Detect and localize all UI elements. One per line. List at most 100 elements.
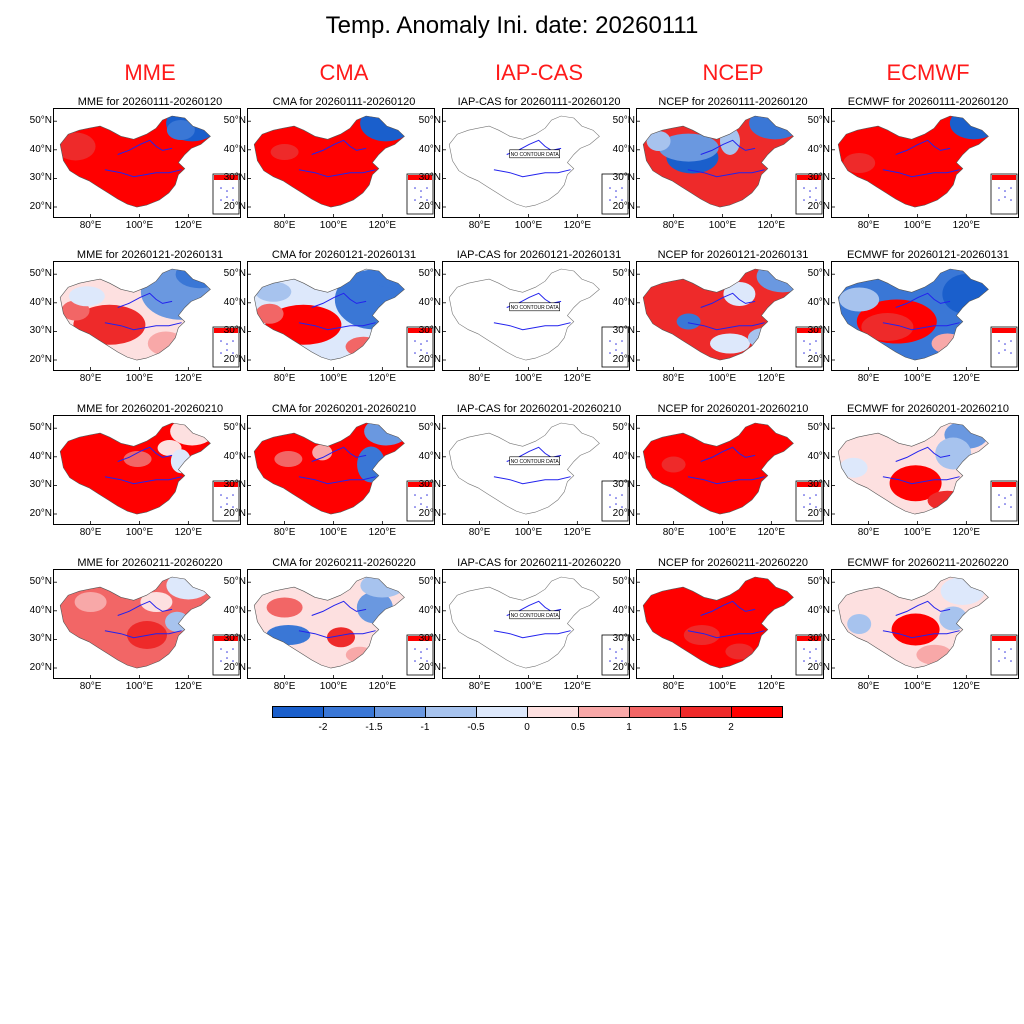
river-yangtze (687, 169, 765, 178)
lon-label: 100°E (125, 527, 154, 538)
lat-label: 30°N (612, 325, 635, 337)
inset-island (232, 660, 234, 662)
river-yellow (117, 600, 173, 616)
lon-label: 100°E (319, 373, 348, 384)
map-panel: IAP-CAS for 20260111-20260120 NO CONTOUR … (419, 96, 636, 236)
inset-island (226, 497, 228, 499)
inset-anomaly (992, 328, 1016, 333)
river-yangtze (882, 630, 960, 639)
country-outline (448, 422, 600, 515)
inset-island (998, 648, 1000, 650)
inset-anomaly (214, 175, 238, 180)
inset-island (809, 497, 811, 499)
anomaly-region (73, 304, 146, 345)
map-panel: ECMWF for 20260111-20260120 50°N 40°N 30°N 2… (808, 96, 1024, 236)
map-frame (636, 415, 824, 525)
map-frame: NO CONTOUR DATA (442, 108, 630, 218)
inset-island (232, 352, 234, 354)
lat-label: 50°N (29, 115, 52, 127)
inset-island (414, 506, 416, 508)
inset-island (414, 494, 416, 496)
inset-anomaly (214, 328, 238, 333)
inset-island (1010, 187, 1012, 189)
lat-label: 30°N (29, 633, 52, 645)
colorbar (272, 706, 783, 720)
colorbar-swatch (680, 706, 732, 718)
inset-island (1004, 343, 1006, 345)
map-border (442, 261, 630, 371)
inset-island (420, 190, 422, 192)
south-china-sea-inset (795, 480, 823, 522)
inset-island (414, 648, 416, 650)
country-outline (253, 422, 405, 515)
lon-label: 120°E (757, 527, 786, 538)
map-panel: CMA for 20260111-20260120 50°N 40°N 30°N 20°… (224, 96, 441, 236)
inset-island (1010, 199, 1012, 201)
lat-label: 50°N (223, 422, 246, 434)
no-data-box (509, 456, 560, 466)
river-yangtze (882, 322, 960, 331)
lon-label: 80°E (273, 373, 296, 384)
south-china-sea-inset (990, 173, 1018, 215)
inset-island (220, 648, 222, 650)
inset-island (220, 187, 222, 189)
colorbar-label: 0 (524, 722, 530, 733)
map-frame (831, 415, 1019, 525)
lat-label: 30°N (418, 172, 441, 184)
south-china-sea-inset (990, 634, 1018, 676)
country-outline (59, 268, 211, 361)
river-yellow (311, 446, 367, 462)
inset-island (803, 506, 805, 508)
lat-label: 20°N (29, 508, 52, 519)
lon-label: 80°E (857, 681, 880, 692)
anomaly-region (661, 456, 686, 473)
inset-island (609, 352, 611, 354)
inset-island (621, 199, 623, 201)
lon-label: 100°E (708, 527, 737, 538)
map-panel: NCEP for 20260121-20260131 50°N 40°N 30°N 20… (613, 249, 830, 389)
south-china-sea-inset (601, 634, 629, 676)
lon-label: 80°E (468, 220, 491, 231)
lat-label: 50°N (418, 576, 441, 588)
anomaly-region (327, 627, 355, 648)
river-yellow (895, 446, 951, 462)
inset-island (1004, 196, 1006, 198)
lat-label: 50°N (807, 268, 830, 280)
colorbar-swatch (272, 706, 324, 718)
panel-title: ECMWF for 20260111-20260120 (847, 96, 1009, 108)
panel-title: NCEP for 20260121-20260131 (657, 249, 809, 261)
lon-label: 100°E (903, 220, 932, 231)
lat-label: 50°N (223, 576, 246, 588)
colorbar-label: -1 (420, 722, 430, 733)
anomaly-region (839, 287, 880, 312)
panel-title: MME for 20260211-20260220 (77, 557, 223, 569)
country-outline (448, 115, 600, 208)
colorbar-swatch (374, 706, 426, 718)
panel-title: NCEP for 20260201-20260210 (657, 403, 809, 415)
panel-title: CMA for 20260121-20260131 (271, 249, 417, 261)
inset-island (1010, 648, 1012, 650)
lon-label: 80°E (79, 373, 102, 384)
lon-label: 100°E (903, 527, 932, 538)
lat-label: 50°N (418, 268, 441, 280)
lat-label: 20°N (223, 662, 246, 673)
river-yellow (117, 446, 173, 462)
inset-island (1010, 506, 1012, 508)
lon-label: 80°E (468, 527, 491, 538)
map-panel: NCEP for 20260201-20260210 50°N 40°N 30°N 20… (613, 403, 830, 543)
lon-label: 120°E (368, 681, 397, 692)
lon-label: 80°E (273, 220, 296, 231)
lat-label: 20°N (418, 508, 441, 519)
river-yangtze (298, 476, 376, 485)
inset-island (232, 340, 234, 342)
anomaly-region (839, 457, 868, 478)
lon-label: 120°E (368, 220, 397, 231)
map-panel: IAP-CAS for 20260211-20260220 NO CONTOUR … (419, 557, 636, 697)
inset-island (815, 660, 817, 662)
inset-island (621, 352, 623, 354)
lat-label: 20°N (612, 508, 635, 519)
inset-island (420, 657, 422, 659)
map-panel: IAP-CAS for 20260121-20260131 NO CONTOUR … (419, 249, 636, 389)
lat-label: 20°N (807, 508, 830, 519)
inset-island (220, 352, 222, 354)
